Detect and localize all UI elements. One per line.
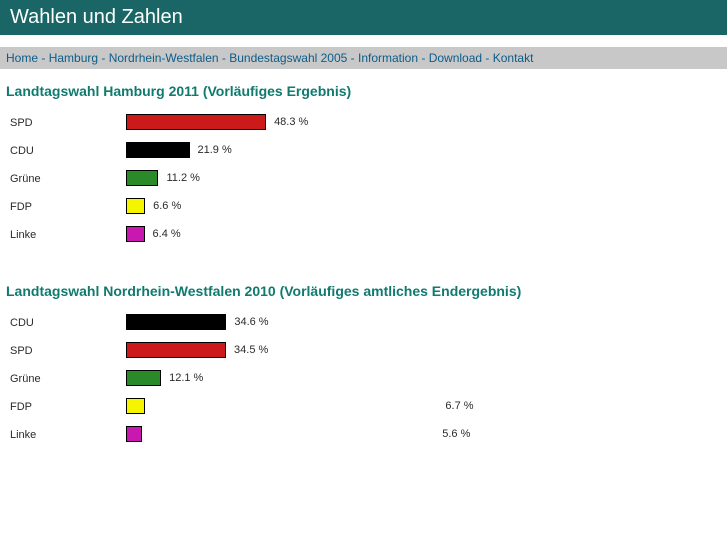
nav-sep: - <box>418 51 429 65</box>
nav-bar: Home - Hamburg - Nordrhein-Westfalen - B… <box>0 47 727 69</box>
bar <box>126 342 226 358</box>
chart-row: FDP 6.6 % <box>6 193 721 221</box>
nav-sep: - <box>482 51 493 65</box>
nav-sep: - <box>38 51 49 65</box>
bar <box>126 114 266 130</box>
value-label: 6.4 % <box>153 226 181 242</box>
bar <box>126 226 145 242</box>
bar <box>126 314 226 330</box>
party-label: FDP <box>6 201 126 213</box>
chart-row: Linke 6.4 % <box>6 221 721 249</box>
party-label: CDU <box>6 145 126 157</box>
page-title: Wahlen und Zahlen <box>10 6 183 28</box>
chart-row: SPD 34.5 % <box>6 337 721 365</box>
value-label: 5.6 % <box>442 426 470 442</box>
chart-row: FDP 6.7 % <box>6 393 721 421</box>
bar-track: 12.1 % <box>126 370 721 388</box>
bar <box>126 170 158 186</box>
section-title: Landtagswahl Hamburg 2011 (Vorläufiges E… <box>0 69 727 109</box>
section-title: Landtagswahl Nordrhein-Westfalen 2010 (V… <box>0 269 727 309</box>
nav-link-btw2005[interactable]: Bundestagswahl 2005 <box>229 51 347 65</box>
party-label: Grüne <box>6 173 126 185</box>
bar-track: 6.6 % <box>126 198 721 216</box>
party-label: FDP <box>6 401 126 413</box>
value-label: 21.9 % <box>198 142 232 158</box>
party-label: Linke <box>6 429 126 441</box>
party-label: Linke <box>6 229 126 241</box>
bar-track: 6.4 % <box>126 226 721 244</box>
value-label: 48.3 % <box>274 114 308 130</box>
nav-link-home[interactable]: Home <box>6 51 38 65</box>
chart-row: SPD 48.3 % <box>6 109 721 137</box>
party-label: SPD <box>6 345 126 357</box>
nav-link-kontakt[interactable]: Kontakt <box>493 51 534 65</box>
value-label: 34.5 % <box>234 342 268 358</box>
nav-sep: - <box>219 51 230 65</box>
chart-row: CDU 21.9 % <box>6 137 721 165</box>
nav-link-nrw[interactable]: Nordrhein-Westfalen <box>109 51 219 65</box>
bar-chart: CDU 34.6 % SPD 34.5 % Grüne 12.1 % FDP 6.7 % Lin… <box>0 309 727 469</box>
bar <box>126 370 161 386</box>
header-bar: Wahlen und Zahlen <box>0 0 727 35</box>
nav-link-information[interactable]: Information <box>358 51 418 65</box>
bar-track: 5.6 % <box>126 426 721 444</box>
nav-link-hamburg[interactable]: Hamburg <box>49 51 98 65</box>
value-label: 12.1 % <box>169 370 203 386</box>
bar-track: 6.7 % <box>126 398 721 416</box>
bar-track: 48.3 % <box>126 114 721 132</box>
party-label: SPD <box>6 117 126 129</box>
bar-track: 11.2 % <box>126 170 721 188</box>
chart-row: Linke 5.6 % <box>6 421 721 449</box>
bar <box>126 142 190 158</box>
bar <box>126 198 145 214</box>
party-label: CDU <box>6 317 126 329</box>
bar-track: 34.5 % <box>126 342 721 360</box>
nav-sep: - <box>347 51 358 65</box>
bar <box>126 398 145 414</box>
value-label: 34.6 % <box>234 314 268 330</box>
value-label: 6.7 % <box>445 398 473 414</box>
chart-row: Grüne 11.2 % <box>6 165 721 193</box>
value-label: 11.2 % <box>166 170 199 186</box>
nav-link-download[interactable]: Download <box>429 51 482 65</box>
party-label: Grüne <box>6 373 126 385</box>
chart-row: CDU 34.6 % <box>6 309 721 337</box>
bar-track: 21.9 % <box>126 142 721 160</box>
bar-track: 34.6 % <box>126 314 721 332</box>
chart-row: Grüne 12.1 % <box>6 365 721 393</box>
bar <box>126 426 142 442</box>
bar-chart: SPD 48.3 % CDU 21.9 % Grüne 11.2 % FDP 6.6 % Lin… <box>0 109 727 269</box>
nav-sep: - <box>98 51 109 65</box>
value-label: 6.6 % <box>153 198 181 214</box>
